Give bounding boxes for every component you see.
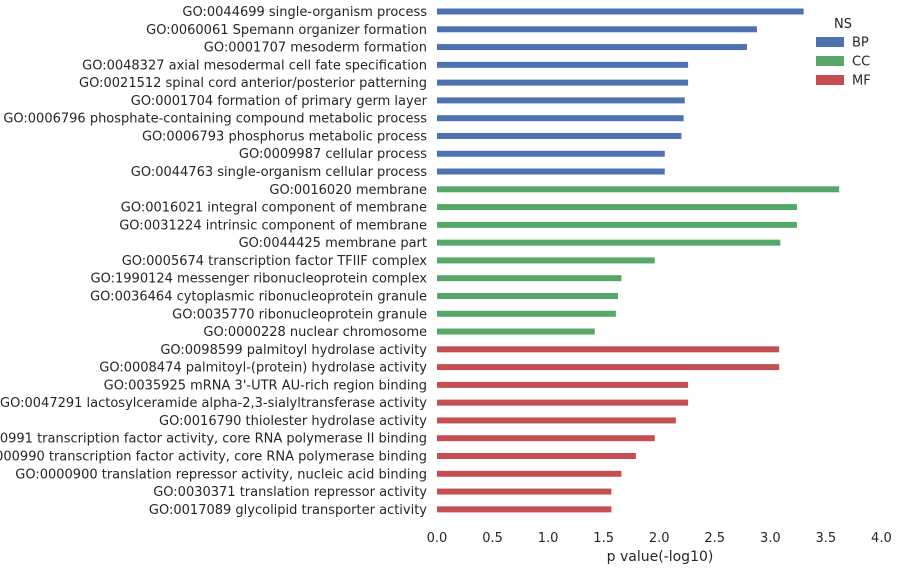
- category-label: GO:0000228 nuclear chromosome: [203, 325, 427, 340]
- category-label: GO:1990124 messenger ribonucleoprotein c…: [91, 272, 428, 287]
- bar-cc-15: [437, 275, 622, 282]
- legend: NS BP CC MF: [816, 17, 871, 89]
- x-axis-title: p value(-log10): [607, 549, 714, 565]
- category-label: GO:0047291 lactosylceramide alpha-2,3-si…: [0, 396, 427, 411]
- bar-cc-13: [437, 239, 781, 246]
- bar-mf-24: [437, 435, 655, 442]
- category-label: GO:0060061 Spemann organizer formation: [146, 23, 427, 38]
- legend-label-bp: BP: [852, 36, 869, 51]
- bar-mf-27: [437, 488, 612, 495]
- bars-layer: [437, 8, 840, 513]
- bar-mf-22: [437, 399, 689, 406]
- x-tick-label: 4.0: [871, 531, 892, 546]
- legend-entries: BP CC MF: [816, 36, 871, 89]
- category-label: GO:0098599 palmitoyl hydrolase activity: [160, 343, 427, 358]
- bar-mf-23: [437, 417, 676, 424]
- category-label: GO:0005674 transcription factor TFIIF co…: [122, 254, 428, 269]
- bar-bp-6: [437, 115, 684, 122]
- category-label: GO:0000991 transcription factor activity…: [0, 432, 427, 447]
- category-label: GO:0000990 transcription factor activity…: [0, 450, 427, 465]
- x-tick-label: 1.0: [538, 531, 559, 546]
- bar-bp-0: [437, 8, 804, 15]
- category-label: GO:0048327 axial mesodermal cell fate sp…: [82, 58, 427, 73]
- category-label: GO:0035770 ribonucleoprotein granule: [172, 307, 427, 322]
- x-tick-label: 3.5: [816, 531, 837, 546]
- category-label: GO:0017089 glycolipid transporter activi…: [149, 503, 427, 518]
- category-label: GO:0030371 translation repressor activit…: [153, 485, 427, 500]
- bar-bp-9: [437, 168, 665, 175]
- x-tick-label: 0.5: [482, 531, 503, 546]
- category-label: GO:0001704 formation of primary germ lay…: [131, 94, 428, 109]
- bar-mf-25: [437, 453, 636, 459]
- bar-mf-26: [437, 470, 622, 477]
- legend-swatch-mf: [816, 75, 844, 85]
- bar-cc-17: [437, 310, 616, 317]
- category-label: GO:0016790 thiolester hydrolase activity: [159, 414, 427, 429]
- category-label: GO:0006796 phosphate-containing compound…: [3, 112, 427, 127]
- x-tick-label: 1.5: [593, 531, 614, 546]
- bar-cc-11: [437, 204, 797, 211]
- category-label: GO:0009987 cellular process: [239, 147, 427, 162]
- category-label: GO:0006793 phosphorus metabolic process: [142, 129, 427, 144]
- category-label: GO:0044763 single-organism cellular proc…: [131, 165, 427, 180]
- category-label: GO:0044425 membrane part: [239, 236, 427, 251]
- category-label: GO:0016020 membrane: [269, 183, 427, 198]
- legend-swatch-bp: [816, 37, 844, 47]
- x-axis-ticks: 0.0 0.5 1.0 1.5 2.0 2.5 3.0 3.5 4.0: [427, 531, 892, 546]
- category-labels: GO:0044699 single-organism process GO:006…: [0, 5, 428, 518]
- x-tick-label: 3.0: [760, 531, 781, 546]
- legend-label-cc: CC: [852, 55, 870, 70]
- bar-mf-20: [437, 364, 780, 371]
- bar-cc-12: [437, 221, 797, 228]
- category-label: GO:0036464 cytoplasmic ribonucleoprotein…: [90, 289, 427, 304]
- bar-cc-14: [437, 257, 655, 264]
- category-label: GO:0001707 mesoderm formation: [204, 41, 427, 56]
- x-tick-label: 0.0: [427, 531, 448, 546]
- x-tick-label: 2.5: [704, 531, 725, 546]
- legend-swatch-cc: [816, 56, 844, 66]
- x-tick-label: 2.0: [649, 531, 670, 546]
- bar-cc-10: [437, 186, 840, 193]
- bar-bp-1: [437, 26, 757, 33]
- legend-title: NS: [834, 17, 852, 32]
- bar-bp-3: [437, 61, 689, 68]
- category-label: GO:0021512 spinal cord anterior/posterio…: [79, 76, 427, 91]
- bar-mf-21: [437, 381, 689, 388]
- bar-cc-18: [437, 328, 595, 335]
- legend-label-mf: MF: [852, 74, 871, 89]
- bar-mf-28: [437, 506, 612, 513]
- bar-bp-5: [437, 97, 685, 104]
- category-label: GO:0035925 mRNA 3'-UTR AU-rich region bi…: [104, 378, 427, 393]
- bar-bp-7: [437, 132, 682, 139]
- category-label: GO:0044699 single-organism process: [182, 5, 427, 20]
- bar-bp-4: [437, 79, 689, 86]
- bar-bp-8: [437, 150, 665, 157]
- category-label: GO:0031224 intrinsic component of membra…: [119, 218, 427, 233]
- bar-mf-19: [437, 346, 780, 353]
- bar-cc-16: [437, 292, 619, 299]
- category-label: GO:0016021 integral component of membran…: [121, 201, 427, 216]
- category-label: GO:0000900 translation repressor activit…: [15, 467, 427, 482]
- bar-bp-2: [437, 44, 747, 51]
- category-label: GO:0008474 palmitoyl-(protein) hydrolase…: [99, 361, 427, 376]
